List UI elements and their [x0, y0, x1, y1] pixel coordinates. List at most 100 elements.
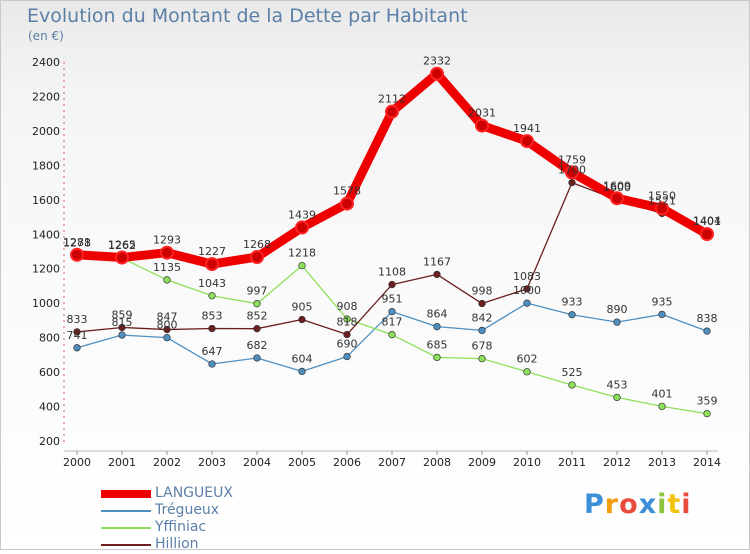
- data-label: 833: [67, 313, 88, 326]
- x-tick-label: 2010: [513, 456, 541, 469]
- y-tick-label: 2400: [32, 56, 60, 69]
- data-point: [568, 381, 576, 389]
- data-point: [253, 300, 261, 308]
- data-point: [610, 191, 624, 206]
- data-label: 1609: [603, 179, 631, 192]
- data-point: [523, 299, 531, 307]
- data-point: [163, 276, 171, 284]
- data-point: [700, 227, 714, 242]
- data-label: 604: [292, 352, 313, 365]
- x-tick-label: 2000: [63, 456, 91, 469]
- data-point: [568, 178, 576, 187]
- data-point: [253, 325, 261, 333]
- data-label: 908: [337, 300, 358, 313]
- data-label: 685: [427, 338, 448, 351]
- chart-subtitle: (en €): [28, 29, 64, 43]
- data-label: 935: [652, 295, 673, 308]
- data-label: 678: [472, 340, 493, 353]
- data-label: 818: [337, 316, 358, 329]
- data-label: 602: [517, 353, 538, 366]
- data-label: 864: [427, 308, 448, 321]
- y-tick-label: 1200: [32, 263, 60, 276]
- data-point: [703, 409, 711, 418]
- data-label: 1043: [198, 277, 226, 290]
- data-point: [613, 393, 621, 402]
- data-point: [208, 360, 216, 368]
- y-tick-label: 800: [39, 332, 60, 345]
- y-tick-label: 200: [39, 435, 60, 448]
- data-label: 2112: [378, 93, 406, 106]
- data-point: [568, 311, 576, 319]
- data-label: 890: [607, 303, 628, 316]
- x-tick-label: 2009: [468, 456, 496, 469]
- chart-title: Evolution du Montant de la Dette par Hab…: [27, 5, 468, 27]
- data-point: [70, 247, 84, 262]
- data-label: 951: [382, 293, 403, 306]
- data-label: 1135: [153, 261, 181, 274]
- logo-letter: P: [584, 489, 605, 520]
- x-tick-label: 2005: [288, 456, 316, 469]
- data-label: 2031: [468, 107, 496, 120]
- data-label: 1293: [153, 234, 181, 247]
- data-label: 1600: [603, 181, 631, 194]
- data-label: 905: [292, 301, 313, 314]
- data-label: 997: [247, 285, 268, 298]
- data-point: [160, 245, 174, 260]
- data-point: [298, 367, 306, 376]
- logo-letter: r: [604, 489, 620, 520]
- data-point: [658, 310, 666, 319]
- data-point: [565, 165, 579, 180]
- legend-swatch: [101, 527, 151, 529]
- data-label: 1404: [693, 215, 721, 228]
- data-point: [253, 354, 261, 362]
- x-tick-label: 2006: [333, 456, 361, 469]
- data-label: 1281: [63, 236, 91, 249]
- data-label: 852: [247, 310, 268, 323]
- data-label: 401: [652, 387, 673, 400]
- data-label: 2332: [423, 55, 451, 68]
- logo-letter: x: [638, 489, 658, 520]
- data-label: 1218: [288, 247, 316, 260]
- data-label: 933: [562, 296, 583, 309]
- x-tick-label: 2001: [108, 456, 136, 469]
- data-point: [388, 280, 396, 289]
- data-label: 815: [112, 316, 133, 329]
- data-point: [295, 220, 309, 235]
- data-label: 1759: [558, 153, 586, 166]
- x-tick-label: 2004: [243, 456, 271, 469]
- data-label: 1265: [108, 239, 136, 252]
- legend-label: Trégueux: [155, 502, 220, 518]
- y-tick-label: 2000: [32, 125, 60, 138]
- data-point: [343, 330, 351, 339]
- logo-letter: o: [619, 489, 639, 520]
- data-point: [388, 331, 396, 339]
- legend-label: Hillion: [155, 536, 199, 552]
- data-label: 847: [157, 311, 178, 324]
- legend-label: LANGUEUX: [155, 485, 233, 501]
- data-label: 1521: [648, 194, 676, 207]
- data-label: 1268: [243, 238, 271, 251]
- data-label: 1578: [333, 185, 361, 198]
- x-tick-label: 2007: [378, 456, 406, 469]
- x-tick-label: 2002: [153, 456, 181, 469]
- data-label: 690: [337, 338, 358, 351]
- data-point: [703, 327, 711, 335]
- data-point: [343, 352, 351, 361]
- data-label: 838: [697, 312, 718, 325]
- data-point: [208, 292, 216, 300]
- data-point: [115, 250, 129, 265]
- data-point: [613, 318, 621, 326]
- data-point: [523, 368, 531, 376]
- data-point: [250, 250, 264, 265]
- data-point: [433, 270, 441, 279]
- data-label: 800: [157, 319, 178, 332]
- legend-swatch: [101, 510, 151, 512]
- x-tick-label: 2013: [648, 456, 676, 469]
- y-tick-label: 1600: [32, 194, 60, 207]
- data-label: 1262: [108, 239, 136, 252]
- data-point: [388, 307, 396, 316]
- x-tick-label: 2012: [603, 456, 631, 469]
- data-label: 859: [112, 308, 133, 321]
- data-point: [385, 104, 399, 119]
